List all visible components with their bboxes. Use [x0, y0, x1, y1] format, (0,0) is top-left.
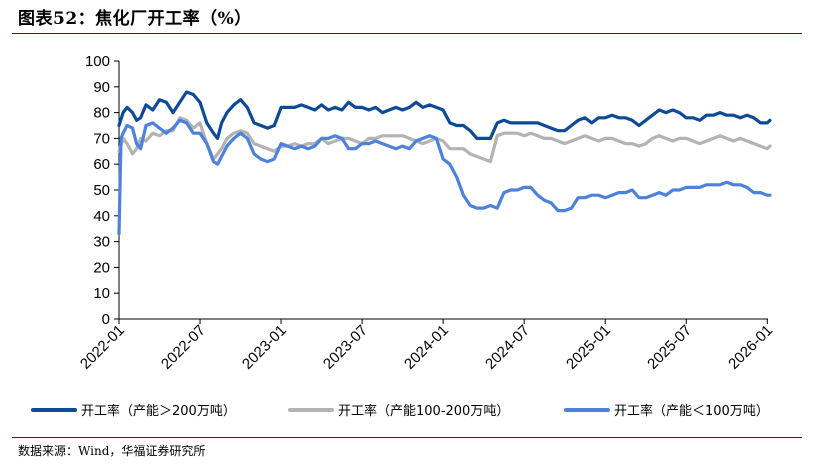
y-tick-label: 90: [93, 79, 110, 96]
y-tick-label: 100: [85, 53, 110, 70]
legend-label-0: 开工率（产能＞200万吨）: [81, 403, 236, 419]
series-layer: [117, 90, 772, 236]
x-tick-label: 2022-07: [158, 322, 209, 373]
y-tick-label: 80: [93, 105, 110, 122]
series-line-2: [117, 118, 772, 236]
x-tick-label: 2024-01: [401, 322, 452, 373]
source-note: 数据来源：Wind，华福证券研究所: [18, 444, 206, 458]
x-tick-label: 2025-01: [563, 322, 614, 373]
y-tick-label: 50: [93, 182, 110, 199]
x-tick-label: 2024-07: [482, 322, 533, 373]
x-axis: 2022-01 2022-07 2023-01 2023-07 2024-01 2024-…: [77, 318, 776, 373]
legend: 开工率（产能＞200万吨） 开工率（产能100-200万吨） 开工率（产能＜100万…: [31, 403, 769, 419]
series-line-0: [117, 90, 772, 140]
x-tick-label: 2023-01: [239, 322, 290, 373]
y-tick-label: 0: [102, 311, 110, 328]
y-tick-label: 10: [93, 285, 110, 302]
y-tick-label: 20: [93, 259, 110, 276]
x-tick-label: 2026-01: [725, 322, 776, 373]
x-tick-label: 2023-07: [320, 322, 371, 373]
chart-title: 图表52：焦化厂开工率（%）: [18, 9, 252, 29]
top-rule: [12, 33, 802, 34]
x-tick-label: 2025-07: [644, 322, 695, 373]
y-axis: 0 10 20 30 40 50 60 70 80 90 100: [85, 53, 120, 328]
y-tick-label: 40: [93, 208, 110, 225]
y-tick-label: 70: [93, 130, 110, 147]
bottom-rule: [12, 437, 802, 438]
x-tick-label: 2022-01: [77, 322, 128, 373]
y-tick-label: 30: [93, 234, 110, 251]
legend-label-2: 开工率（产能＜100万吨）: [614, 403, 769, 419]
series-line-1: [117, 116, 772, 164]
legend-label-1: 开工率（产能100-200万吨）: [338, 403, 509, 419]
y-tick-label: 60: [93, 156, 110, 173]
